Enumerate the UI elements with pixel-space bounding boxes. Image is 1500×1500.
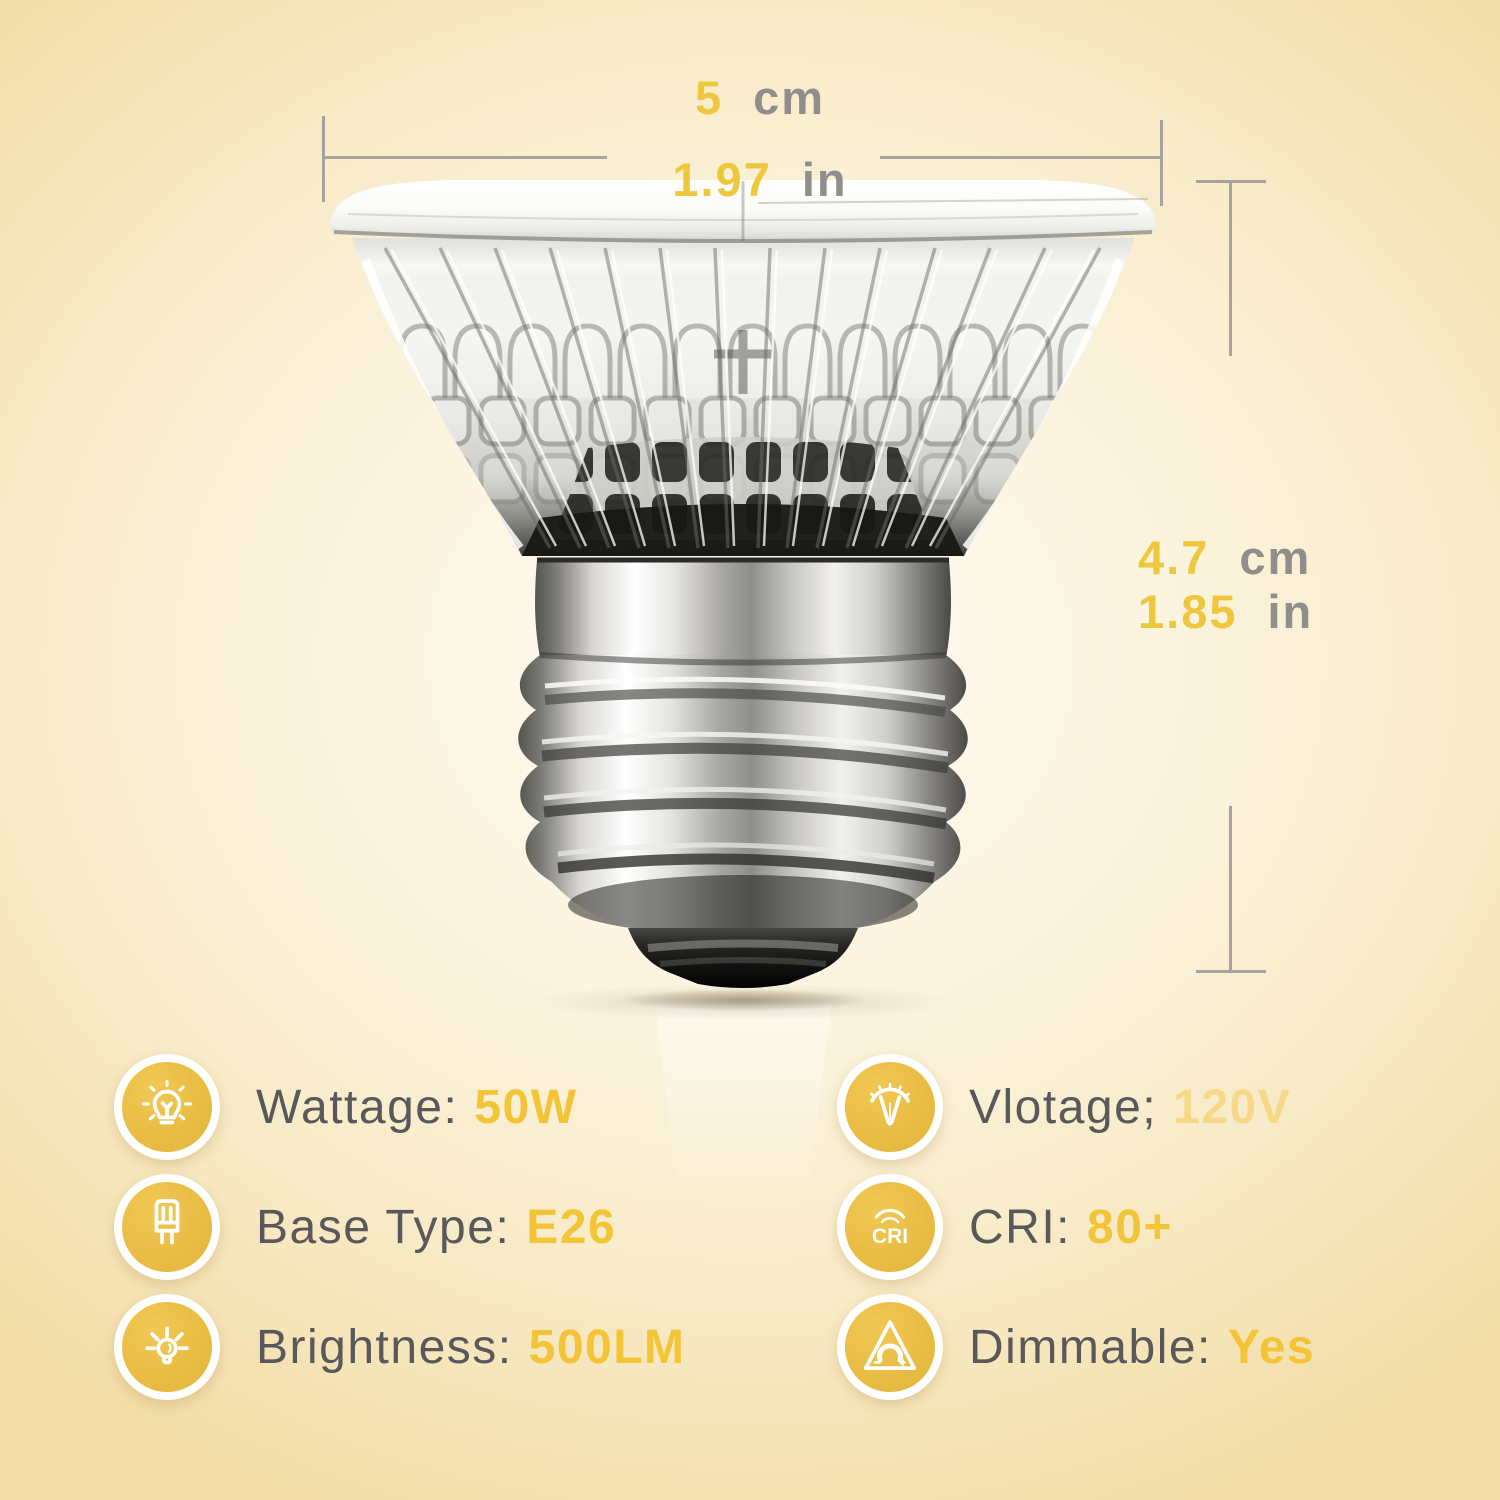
spec-row-cri: CRI CRI: 80+ <box>837 1174 1173 1280</box>
voltage-meter-icon <box>837 1054 943 1160</box>
spec-value: 80+ <box>1087 1200 1173 1254</box>
width-dim-right-tick <box>1160 120 1163 206</box>
bulb-front-rim <box>329 180 1157 243</box>
height-dim-top-cap <box>1196 180 1266 183</box>
spec-label: Brightness: <box>256 1320 513 1374</box>
e26-screw-base <box>518 557 968 988</box>
height-in-unit: in <box>1267 585 1314 638</box>
spec-label: CRI: <box>969 1200 1071 1254</box>
spec-row-brightness: Brightness: 500LM <box>114 1294 686 1400</box>
base-type-icon <box>114 1174 220 1280</box>
spec-value: Yes <box>1227 1320 1316 1374</box>
width-dim-left-tick <box>322 116 325 202</box>
spec-value: E26 <box>526 1200 617 1254</box>
width-in-value: 1.97 <box>672 153 772 206</box>
width-cm-value: 5 <box>694 71 724 124</box>
height-dim-bottom-cap <box>1196 970 1266 973</box>
width-in-unit: in <box>801 153 848 206</box>
spec-row-voltage: Vlotage; 120V <box>837 1054 1291 1160</box>
spec-label: Dimmable: <box>969 1320 1212 1374</box>
spec-row-dimmable: Dimmable: Yes <box>837 1294 1315 1400</box>
spec-value: 120V <box>1173 1080 1292 1134</box>
spec-label: Base Type: <box>256 1200 511 1254</box>
height-in-value: 1.85 <box>1138 585 1238 638</box>
width-dim-line-right <box>880 156 1162 159</box>
spec-row-base-type: Base Type: E26 <box>114 1174 616 1280</box>
spec-label: Wattage: <box>256 1080 459 1134</box>
spec-label: Vlotage; <box>969 1080 1158 1134</box>
spec-value: 50W <box>474 1080 578 1134</box>
brightness-icon <box>114 1294 220 1400</box>
height-cm-unit: cm <box>1239 531 1312 584</box>
width-metric-label: 5 cm <box>460 72 1060 124</box>
bulb-reflection <box>655 1004 831 1195</box>
width-dim-line-left <box>325 156 607 159</box>
height-imperial-label: 1.85 in <box>1138 586 1313 638</box>
cri-icon-text: CRI <box>872 1225 908 1248</box>
dimmable-icon <box>837 1294 943 1400</box>
height-cm-value: 4.7 <box>1138 531 1210 584</box>
height-dim-line-bottom <box>1229 806 1232 972</box>
width-imperial-label: 1.97 in <box>460 154 1060 206</box>
cri-icon: CRI <box>837 1174 943 1280</box>
spec-value: 500LM <box>528 1320 686 1374</box>
height-dim-line-top <box>1229 183 1232 356</box>
wattage-bulb-icon <box>114 1054 220 1160</box>
height-metric-label: 4.7 cm <box>1138 532 1311 584</box>
width-cm-unit: cm <box>753 71 826 124</box>
spec-row-wattage: Wattage: 50W <box>114 1054 578 1160</box>
glass-reflector-cone <box>352 238 1134 556</box>
